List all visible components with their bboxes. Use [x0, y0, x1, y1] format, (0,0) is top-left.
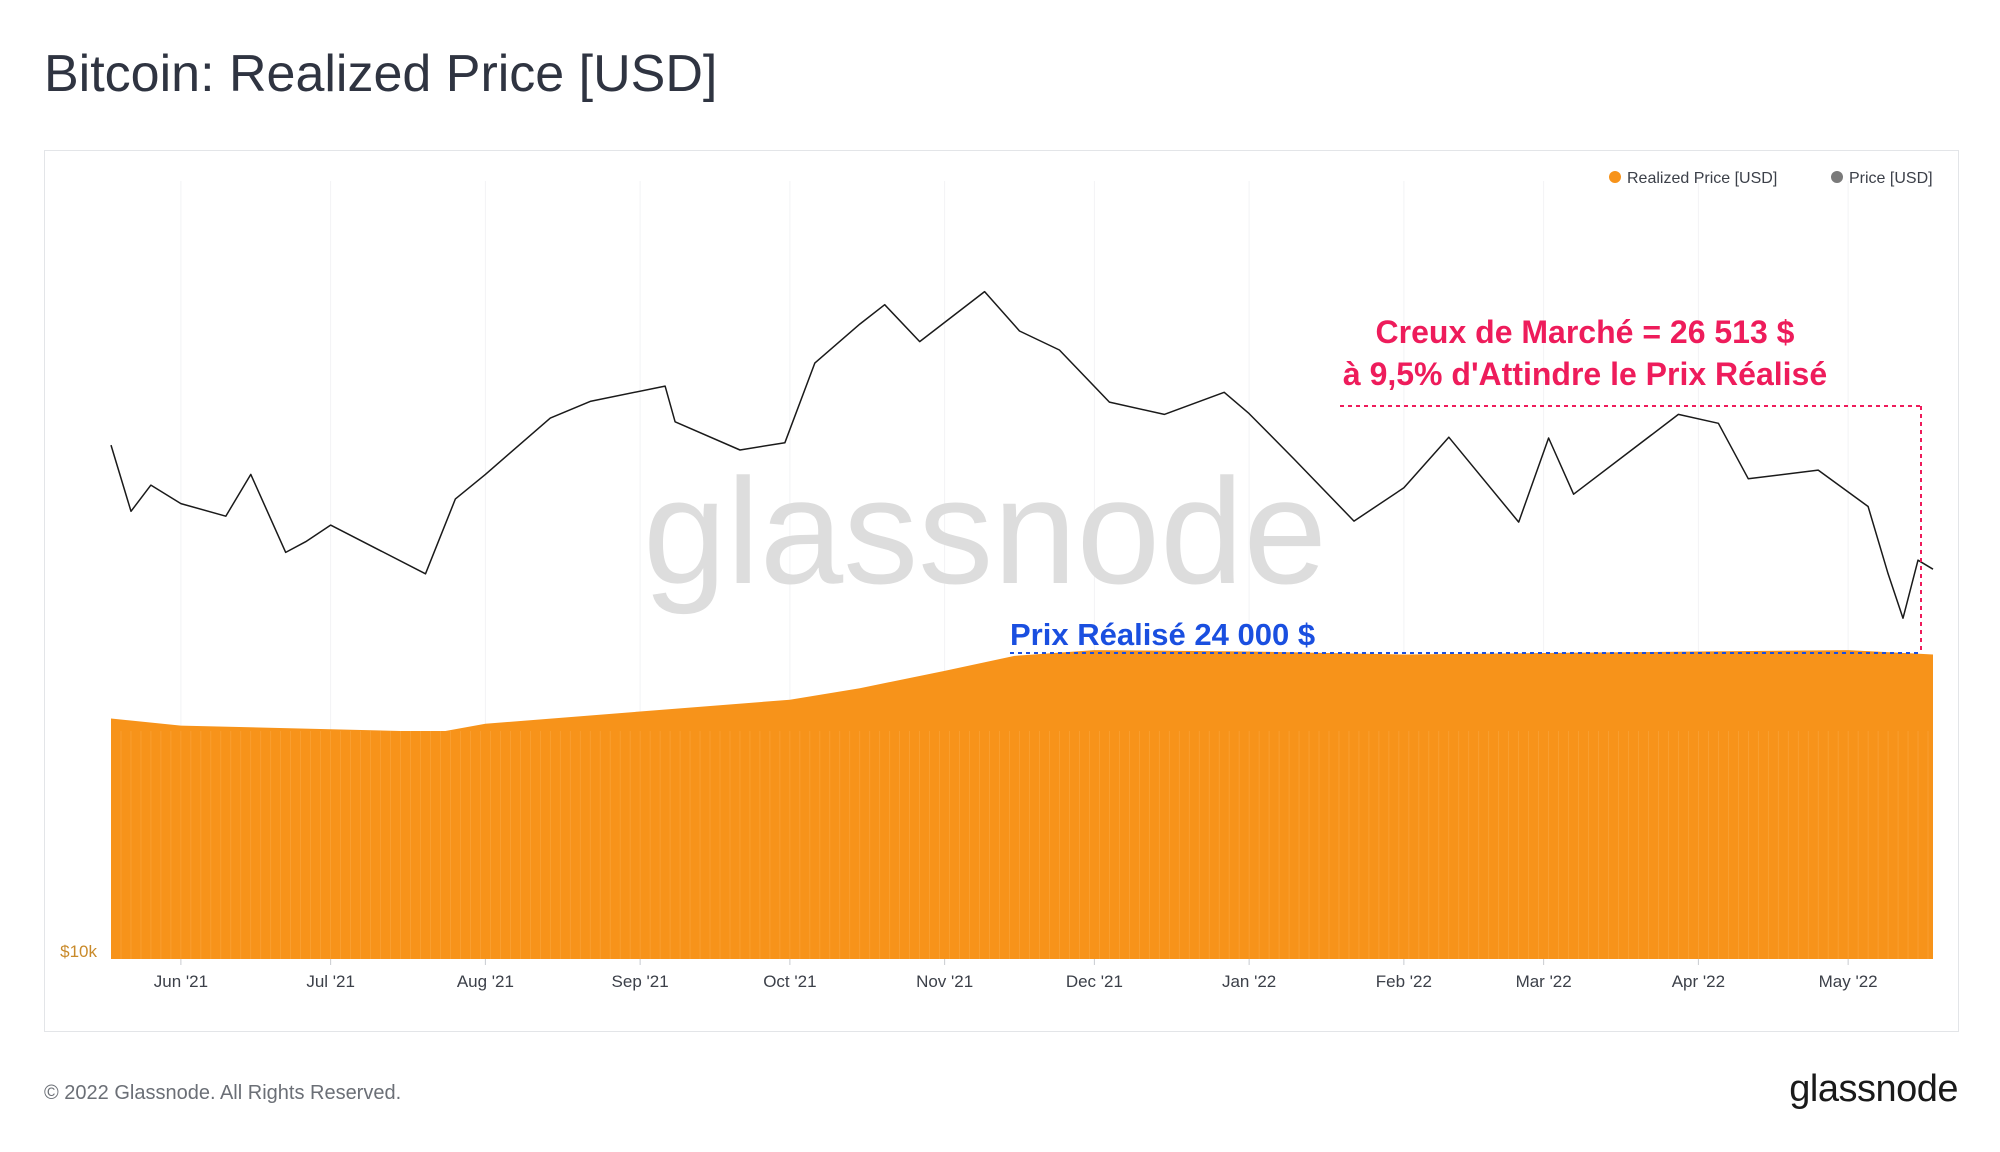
legend-label: Realized Price [USD]: [1627, 170, 1777, 187]
legend-dot: [1609, 171, 1621, 183]
legend-item[interactable]: Realized Price [USD]: [1609, 170, 1777, 187]
x-tick-label: May '22: [1819, 972, 1878, 991]
x-tick-label: Mar '22: [1516, 972, 1572, 991]
x-tick-label: Nov '21: [916, 972, 973, 991]
x-tick-label: Apr '22: [1672, 972, 1725, 991]
x-tick-label: Jan '22: [1222, 972, 1276, 991]
brand-logo: glassnode: [1789, 1068, 1958, 1110]
realized-price-series: [111, 650, 1933, 959]
x-tick-label: Feb '22: [1376, 972, 1432, 991]
price-series: [110, 290, 1934, 619]
watermark: glassnode: [643, 447, 1327, 615]
x-tick-label: Jun '21: [154, 972, 208, 991]
x-tick-label: Aug '21: [457, 972, 514, 991]
annotations: Creux de Marché = 26 513 $ à 9,5% d'Attin…: [1010, 314, 1922, 654]
legend-label: Price [USD]: [1849, 170, 1933, 187]
realized-price-area: [111, 650, 1933, 959]
legend-item[interactable]: Price [USD]: [1831, 170, 1933, 187]
y-tick-label: $10k: [60, 942, 97, 961]
x-tick-label: Dec '21: [1066, 972, 1123, 991]
chart-panel: glassnode Creux de Marché = 26 513 $ à 9,…: [44, 150, 1959, 1032]
x-tick-label: Sep '21: [612, 972, 669, 991]
market-low-annotation-line1: Creux de Marché = 26 513 $: [1376, 314, 1795, 350]
price-line: [110, 290, 1934, 619]
legend-dot: [1831, 171, 1843, 183]
page-title: Bitcoin: Realized Price [USD]: [44, 45, 718, 103]
realized-price-annotation: Prix Réalisé 24 000 $: [1010, 617, 1315, 652]
x-tick-label: Jul '21: [306, 972, 355, 991]
copyright: © 2022 Glassnode. All Rights Reserved.: [44, 1082, 402, 1104]
y-axis: $10k: [60, 942, 97, 961]
chart: glassnode Creux de Marché = 26 513 $ à 9,…: [60, 170, 1934, 991]
legend[interactable]: Realized Price [USD] Price [USD]: [1609, 170, 1933, 187]
x-axis: Jun '21 Jul '21 Aug '21 Sep '21 Oct '21 Nov '…: [154, 959, 1878, 991]
market-low-annotation-line2: à 9,5% d'Attindre le Prix Réalisé: [1343, 356, 1827, 392]
x-tick-label: Oct '21: [763, 972, 816, 991]
